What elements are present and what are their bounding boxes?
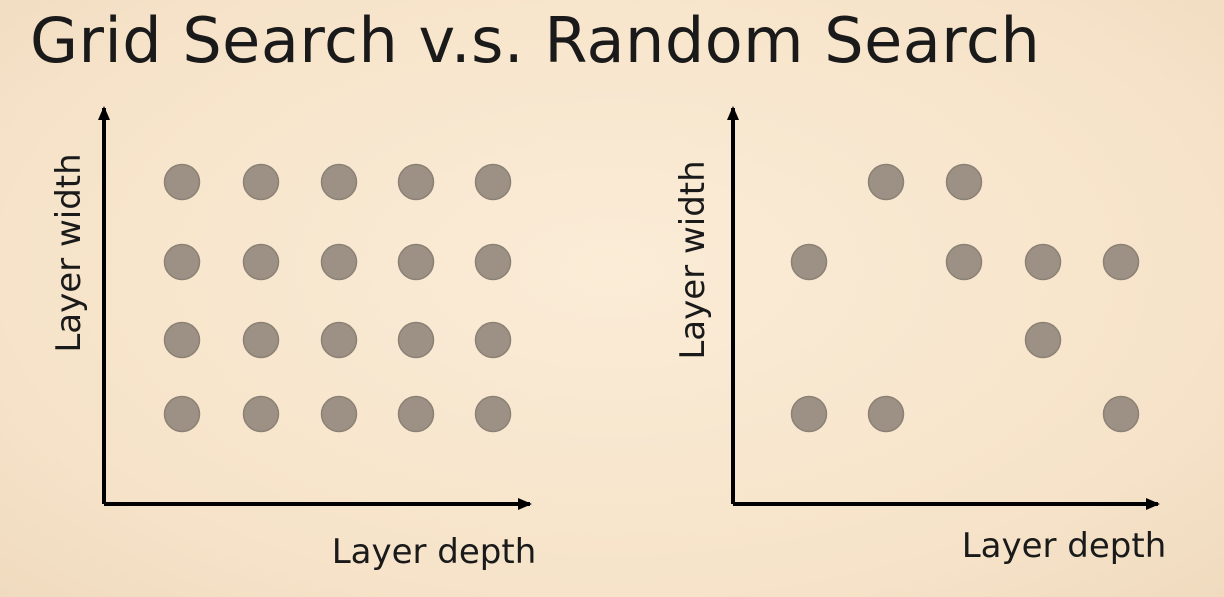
grid-point-17 <box>242 395 280 433</box>
random-point-10 <box>1102 395 1140 433</box>
grid-search-panel: Layer depth Layer width <box>49 106 537 572</box>
random-point-4 <box>945 243 983 281</box>
grid-point-7 <box>242 243 280 281</box>
random-point-9 <box>867 395 905 433</box>
grid-point-16 <box>163 395 201 433</box>
grid-point-19 <box>397 395 435 433</box>
grid-y-axis-label: Layer width <box>49 153 89 352</box>
grid-point-15 <box>474 321 512 359</box>
random-point-6 <box>1102 243 1140 281</box>
random-points <box>790 163 1140 433</box>
grid-point-14 <box>397 321 435 359</box>
random-point-2 <box>945 163 983 201</box>
random-point-3 <box>790 243 828 281</box>
random-point-1 <box>867 163 905 201</box>
grid-x-axis-label: Layer depth <box>332 532 537 572</box>
grid-point-3 <box>320 163 358 201</box>
grid-point-18 <box>320 395 358 433</box>
grid-point-13 <box>320 321 358 359</box>
slide-title: Grid Search v.s. Random Search <box>30 4 1041 77</box>
grid-point-11 <box>163 321 201 359</box>
grid-point-5 <box>474 163 512 201</box>
grid-point-4 <box>397 163 435 201</box>
random-search-panel: Layer depth Layer width <box>673 106 1167 566</box>
random-y-axis-label: Layer width <box>673 160 713 359</box>
random-point-5 <box>1024 243 1062 281</box>
grid-point-2 <box>242 163 280 201</box>
grid-points <box>163 163 512 433</box>
grid-point-20 <box>474 395 512 433</box>
random-point-7 <box>1024 321 1062 359</box>
grid-point-8 <box>320 243 358 281</box>
grid-point-10 <box>474 243 512 281</box>
grid-point-6 <box>163 243 201 281</box>
random-point-8 <box>790 395 828 433</box>
grid-point-12 <box>242 321 280 359</box>
grid-point-9 <box>397 243 435 281</box>
grid-point-1 <box>163 163 201 201</box>
random-x-axis-label: Layer depth <box>962 526 1167 566</box>
